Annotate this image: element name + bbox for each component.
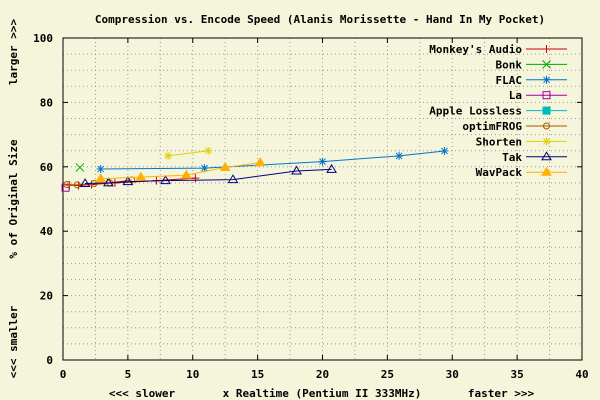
data-point (204, 146, 213, 155)
y-tick-label: 40 (40, 225, 53, 238)
legend-entry: Monkey's Audio (429, 43, 567, 56)
legend-label: La (509, 89, 522, 102)
data-point (318, 157, 327, 166)
x-axis-label-left: <<< slower (109, 387, 176, 400)
legend-label: optimFROG (462, 120, 522, 133)
x-tick-label: 35 (511, 368, 524, 381)
x-tick-label: 25 (381, 368, 394, 381)
tick-labels: 0 5 10 15 20 25 30 35 40 0 20 40 60 80 100 (33, 32, 589, 381)
legend-entry: La (509, 89, 567, 102)
data-point (73, 181, 81, 189)
data-point (395, 151, 404, 160)
series-7 (79, 163, 337, 188)
data-point (61, 183, 70, 192)
data-point (135, 171, 147, 181)
series-layer (61, 146, 449, 192)
data-point (95, 173, 107, 183)
legend-marker (541, 166, 552, 176)
y-axis-label-top: larger >>> (7, 19, 20, 86)
data-point (440, 147, 449, 156)
x-tick-label: 5 (125, 368, 132, 381)
series-line (85, 168, 332, 185)
legend-label: Apple Lossless (429, 105, 522, 118)
data-point (160, 175, 171, 185)
legend-entry: optimFROG (462, 120, 567, 133)
legend-label: Tak (502, 151, 522, 164)
series-1 (75, 163, 85, 172)
series-3 (61, 183, 70, 192)
legend-label: WavPack (476, 166, 523, 179)
legend-label: Monkey's Audio (429, 43, 522, 56)
x-tick-label: 15 (251, 368, 264, 381)
legend-label: Bonk (496, 58, 523, 71)
x-tick-label: 40 (575, 368, 588, 381)
x-tick-label: 30 (446, 368, 459, 381)
data-point (191, 174, 200, 183)
x-tick-label: 20 (316, 368, 329, 381)
data-point (200, 164, 209, 173)
data-point (164, 151, 173, 160)
legend-entry: Bonk (496, 58, 567, 71)
data-point (75, 163, 85, 172)
legend: Monkey's Audio Bonk FLAC La Apple Lossless op… (429, 43, 567, 179)
series-line (168, 150, 209, 157)
data-point (180, 169, 192, 179)
data-point (219, 161, 231, 171)
legend-marker (542, 137, 551, 146)
data-point (79, 178, 91, 188)
series-8 (95, 157, 266, 183)
legend-marker (542, 45, 551, 53)
y-tick-label: 0 (46, 354, 53, 367)
y-tick-label: 80 (40, 96, 53, 109)
data-point (291, 165, 302, 175)
series-2 (96, 147, 449, 174)
legend-entry: WavPack (476, 166, 567, 179)
chart-title: Compression vs. Encode Speed (Alanis Mor… (95, 13, 545, 26)
y-tick-label: 100 (33, 32, 53, 45)
y-axis-label-center: % of Original Size (7, 139, 20, 259)
y-tick-label: 60 (40, 161, 53, 174)
series-6 (164, 146, 213, 160)
data-point (227, 174, 239, 184)
legend-label: Shorten (476, 135, 522, 148)
grid (63, 38, 582, 360)
legend-entry: FLAC (496, 74, 567, 87)
legend-marker (542, 91, 551, 100)
legend-marker (543, 122, 550, 130)
x-tick-label: 0 (60, 368, 67, 381)
data-point (254, 157, 266, 167)
y-tick-label: 20 (40, 290, 53, 303)
legend-entry: Shorten (476, 135, 567, 148)
legend-entry: Apple Lossless (429, 105, 567, 118)
x-axis-label-right: faster >>> (468, 387, 535, 400)
data-point (63, 181, 71, 189)
legend-marker (542, 106, 551, 115)
legend-label: FLAC (496, 74, 523, 87)
axis-ticks (62, 37, 583, 361)
data-point (96, 165, 105, 174)
y-axis-label-bottom: <<< smaller (7, 305, 20, 378)
legend-marker (542, 75, 551, 84)
x-axis-label-center: x Realtime (Pentium II 333MHz) (223, 387, 422, 400)
legend-entry: Tak (502, 151, 567, 164)
legend-marker (542, 60, 551, 69)
data-point (103, 177, 114, 187)
data-point (326, 163, 337, 173)
legend-marker (541, 151, 552, 161)
x-tick-label: 10 (186, 368, 199, 381)
data-point (122, 176, 134, 186)
